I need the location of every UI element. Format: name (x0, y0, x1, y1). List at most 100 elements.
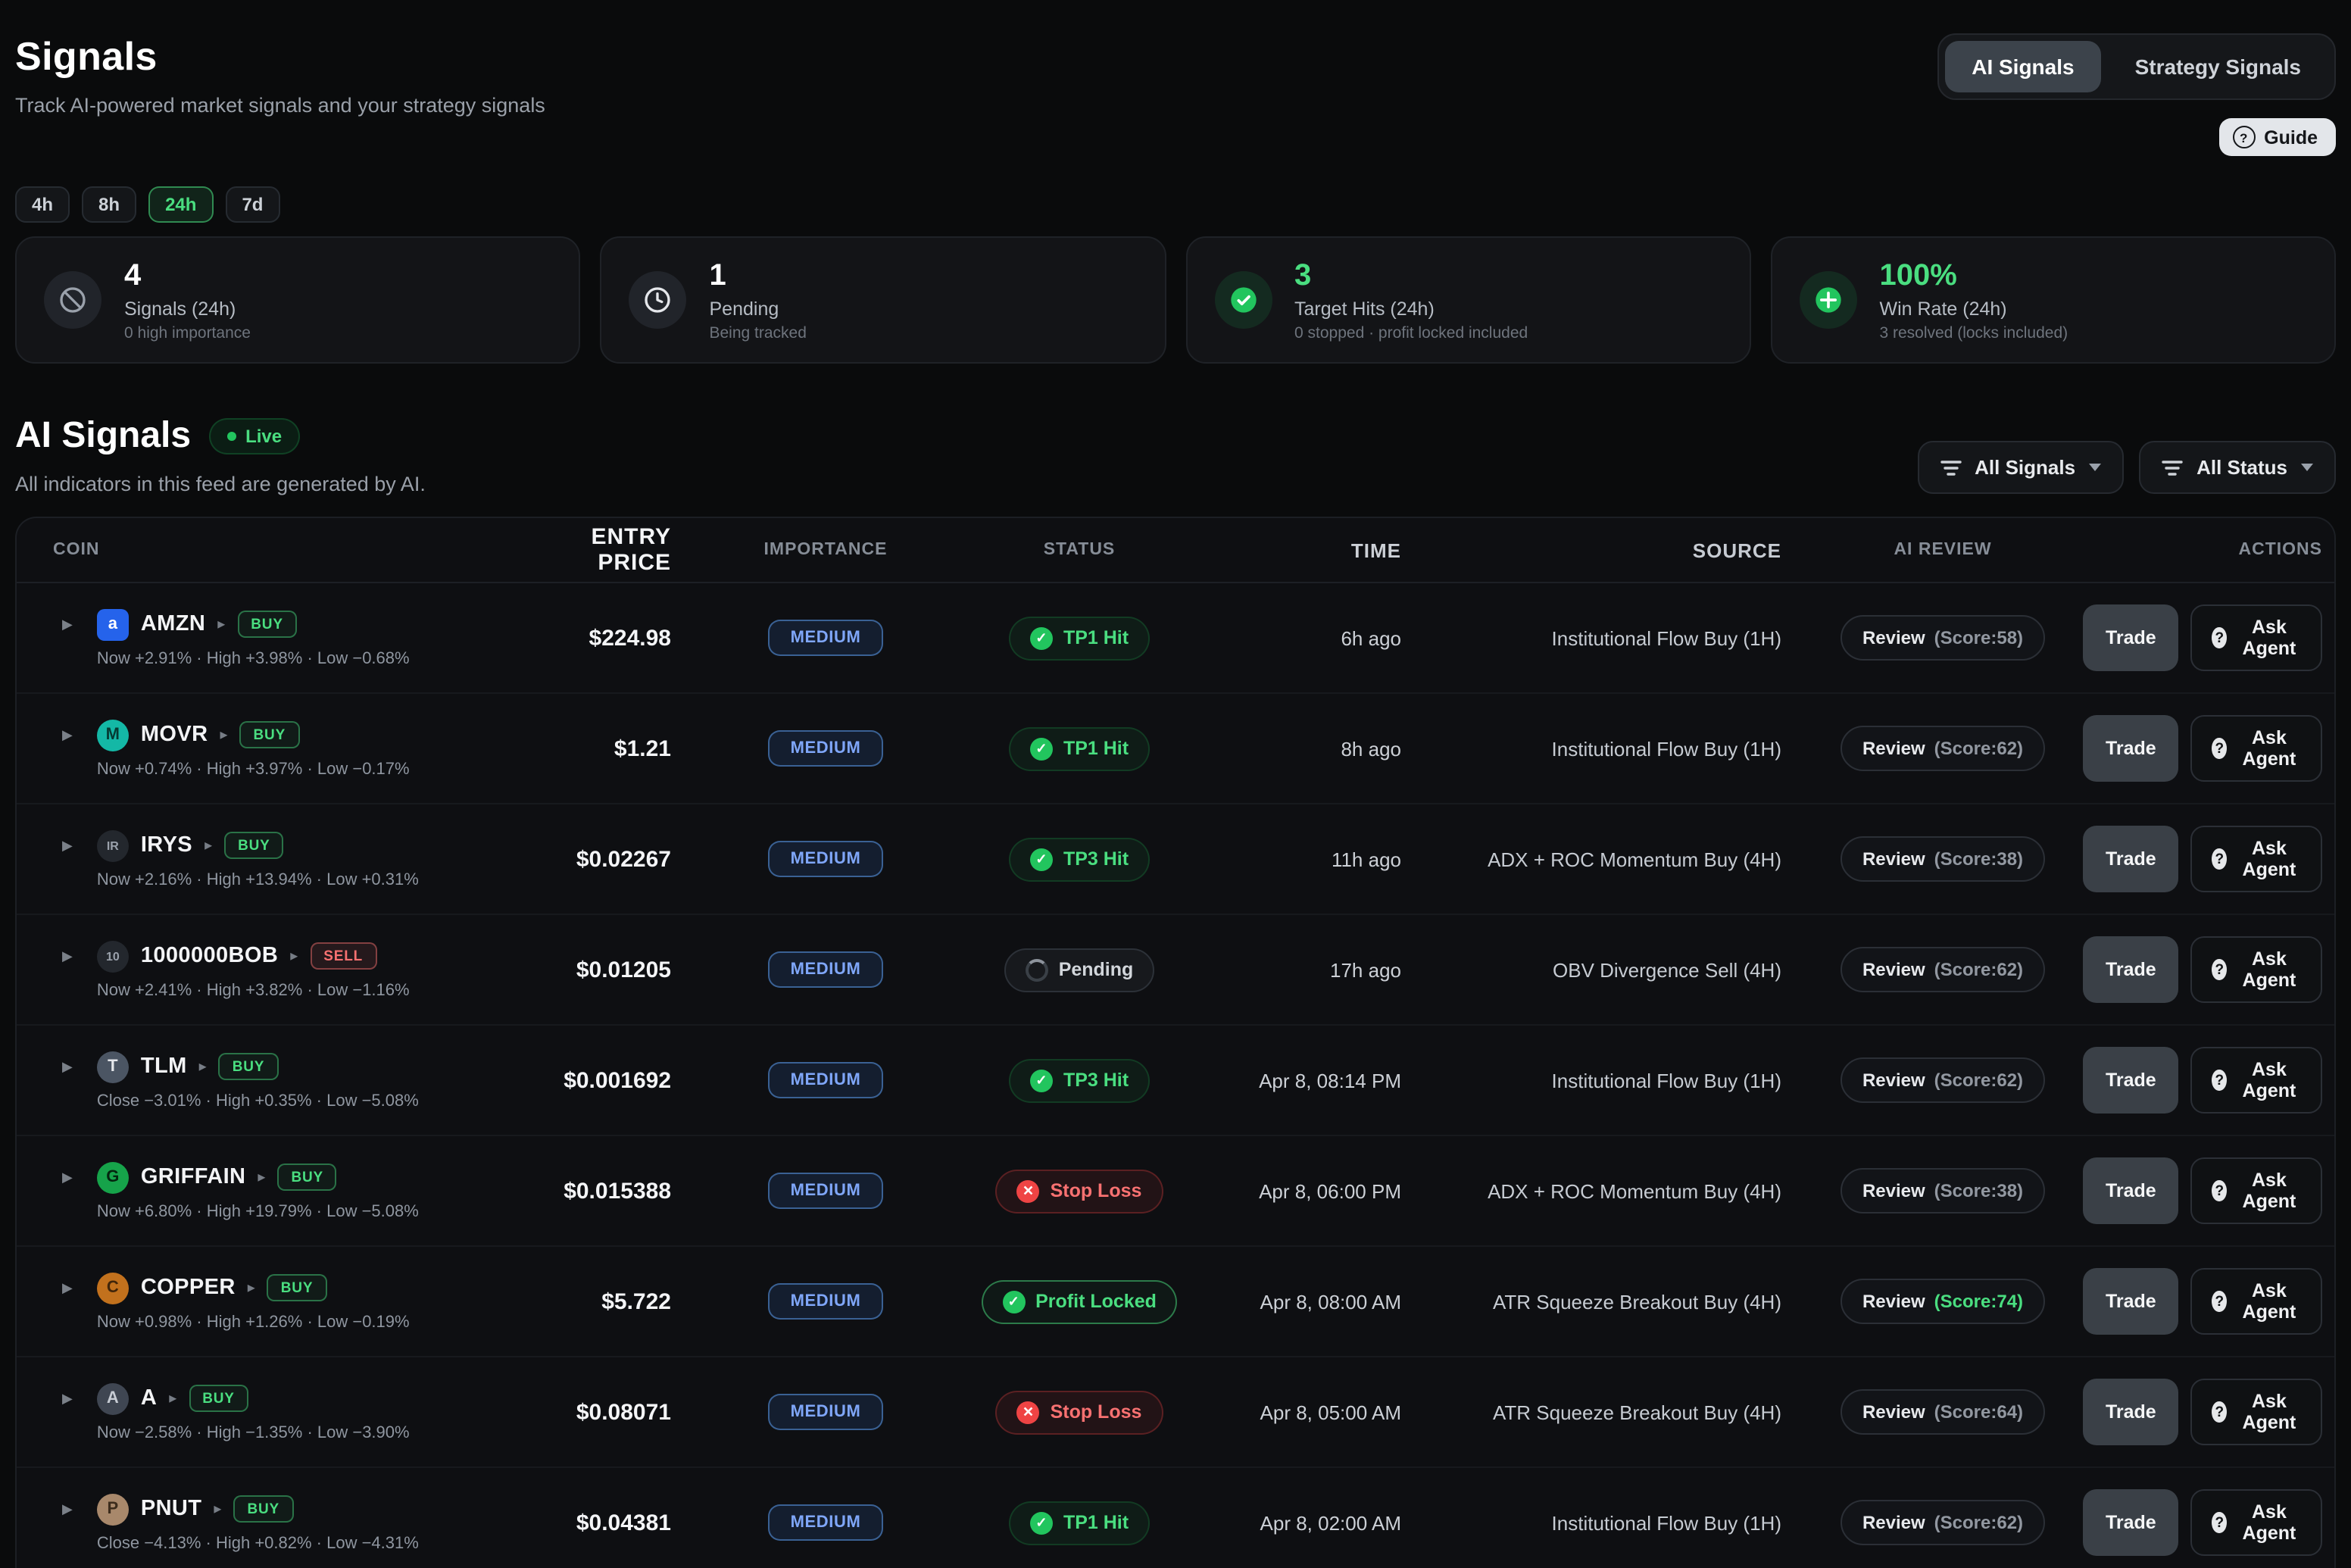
ask-agent-button[interactable]: ? Ask Agent (2190, 936, 2322, 1003)
time-filter-7d[interactable]: 7d (225, 186, 280, 223)
review-score: (Score:62) (1934, 1512, 2024, 1533)
table-filters: All Signals All Status (1917, 441, 2336, 494)
expand-caret-icon[interactable]: ▶ (53, 1493, 82, 1519)
trade-button[interactable]: Trade (2083, 1379, 2179, 1445)
question-icon: ? (2212, 1180, 2227, 1201)
status-badge: ✓ TP3 Hit (1008, 1058, 1151, 1102)
page-header-left: Signals Track AI-powered market signals … (15, 33, 545, 117)
review-button[interactable]: Review (Score:38) (1841, 1168, 2045, 1213)
expand-caret-icon[interactable]: ▶ (53, 940, 82, 966)
live-dot-icon (227, 432, 237, 441)
review-button[interactable]: Review (Score:58) (1841, 615, 2045, 661)
review-button[interactable]: Review (Score:64) (1841, 1389, 2045, 1435)
signal-time: 6h ago (1341, 626, 1401, 649)
status-filter-label: All Status (2196, 456, 2287, 479)
trade-button[interactable]: Trade (2083, 604, 2179, 671)
review-button[interactable]: Review (Score:62) (1841, 1057, 2045, 1103)
review-button[interactable]: Review (Score:38) (1841, 836, 2045, 882)
table-row: ▶ M MOVR ▸ BUY Now +0.74% · High +3.97% … (17, 694, 2334, 804)
column-header-status: STATUS (1043, 541, 1116, 559)
trade-button[interactable]: Trade (2083, 1157, 2179, 1224)
coin-name[interactable]: PNUT (140, 1497, 202, 1521)
expand-caret-icon[interactable]: ▶ (53, 1161, 82, 1187)
ask-agent-button[interactable]: ? Ask Agent (2190, 1047, 2322, 1114)
review-button[interactable]: Review (Score:62) (1841, 726, 2045, 771)
actions-cell: Trade ? Ask Agent (2083, 1047, 2322, 1114)
side-badge: BUY (237, 611, 297, 638)
ask-agent-button[interactable]: ? Ask Agent (2190, 1157, 2322, 1224)
ask-agent-button[interactable]: ? Ask Agent (2190, 1379, 2322, 1445)
column-header-time: TIME (1350, 539, 1401, 561)
status-label: TP1 Hit (1063, 738, 1129, 759)
review-button[interactable]: Review (Score:62) (1841, 1500, 2045, 1545)
trade-button[interactable]: Trade (2083, 1047, 2179, 1114)
question-icon: ? (2212, 1401, 2227, 1423)
ask-agent-button[interactable]: ? Ask Agent (2190, 1268, 2322, 1335)
signal-source: ATR Squeeze Breakout Buy (4H) (1492, 1401, 1781, 1423)
page-header-right: AI Signals Strategy Signals ? Guide (1937, 33, 2336, 156)
trade-button[interactable]: Trade (2083, 1489, 2179, 1556)
chevron-right-icon: ▸ (247, 1279, 255, 1296)
coin-name[interactable]: COPPER (140, 1276, 236, 1300)
stat-value: 1 (709, 258, 726, 292)
signals-tab-group: AI Signals Strategy Signals (1937, 33, 2336, 100)
ask-agent-button[interactable]: ? Ask Agent (2190, 826, 2322, 892)
coin-name[interactable]: GRIFFAIN (140, 1165, 246, 1189)
actions-cell: Trade ? Ask Agent (2083, 826, 2322, 892)
importance-cell: MEDIUM (704, 951, 947, 988)
coin-name[interactable]: AMZN (140, 612, 206, 636)
signal-time: 8h ago (1341, 737, 1401, 760)
expand-caret-icon[interactable]: ▶ (53, 1382, 82, 1408)
coin-name[interactable]: A (140, 1386, 158, 1410)
section-subtitle: All indicators in this feed are generate… (15, 473, 426, 495)
time-filter-4h[interactable]: 4h (15, 186, 70, 223)
expand-caret-icon[interactable]: ▶ (53, 608, 82, 634)
importance-cell: MEDIUM (704, 1283, 947, 1320)
expand-caret-icon[interactable]: ▶ (53, 719, 82, 745)
section-header-left: AI Signals Live All indicators in this f… (15, 415, 426, 495)
actions-cell: Trade ? Ask Agent (2083, 1379, 2322, 1445)
expand-caret-icon[interactable]: ▶ (53, 829, 82, 855)
review-button[interactable]: Review (Score:62) (1841, 947, 2045, 992)
status-icon (1025, 958, 1048, 981)
review-score: (Score:38) (1934, 1180, 2024, 1201)
table-header: COIN ENTRY PRICE IMPORTANCE STATUS TIME … (17, 518, 2334, 583)
ask-agent-button[interactable]: ? Ask Agent (2190, 715, 2322, 782)
trade-button[interactable]: Trade (2083, 1268, 2179, 1335)
question-icon: ? (2212, 1512, 2227, 1533)
column-header-actions: ACTIONS (2238, 541, 2322, 559)
trade-button[interactable]: Trade (2083, 715, 2179, 782)
time-filter-8h[interactable]: 8h (82, 186, 137, 223)
status-filter-dropdown[interactable]: All Status (2139, 441, 2336, 494)
stat-value: 4 (124, 258, 142, 292)
column-header-ai-review: AI REVIEW (1894, 541, 1992, 559)
status-label: TP3 Hit (1063, 1070, 1129, 1091)
trade-button[interactable]: Trade (2083, 936, 2179, 1003)
status-badge: Pending (1004, 948, 1155, 992)
trade-button[interactable]: Trade (2083, 826, 2179, 892)
entry-price: $0.04381 (576, 1510, 671, 1535)
coin-name[interactable]: TLM (140, 1054, 187, 1079)
review-score: (Score:62) (1934, 959, 2024, 980)
review-button[interactable]: Review (Score:74) (1841, 1279, 2045, 1324)
expand-caret-icon[interactable]: ▶ (53, 1051, 82, 1076)
review-score: (Score:74) (1934, 1291, 2024, 1312)
stat-card-pending: 1 Pending Being tracked (600, 236, 1166, 364)
expand-caret-icon[interactable]: ▶ (53, 1272, 82, 1298)
coin-name[interactable]: MOVR (140, 723, 208, 747)
ask-agent-label: Ask Agent (2242, 1059, 2296, 1101)
coin-name[interactable]: IRYS (140, 833, 193, 857)
ask-agent-button[interactable]: ? Ask Agent (2190, 604, 2322, 671)
question-icon: ? (2212, 738, 2227, 759)
guide-button[interactable]: ? Guide (2218, 118, 2336, 156)
coin-cell: ▶ IR IRYS ▸ BUY Now +2.16% · High +13.94… (53, 829, 553, 889)
tab-ai-signals[interactable]: AI Signals (1944, 41, 2102, 92)
status-icon: ✓ (1029, 848, 1053, 870)
entry-price: $5.722 (601, 1288, 671, 1314)
coin-name[interactable]: 1000000BOB (140, 944, 279, 968)
ask-agent-button[interactable]: ? Ask Agent (2190, 1489, 2322, 1556)
coin-icon: G (96, 1161, 129, 1193)
signals-filter-dropdown[interactable]: All Signals (1917, 441, 2125, 494)
time-filter-24h[interactable]: 24h (148, 186, 214, 223)
tab-strategy-signals[interactable]: Strategy Signals (2108, 41, 2328, 92)
